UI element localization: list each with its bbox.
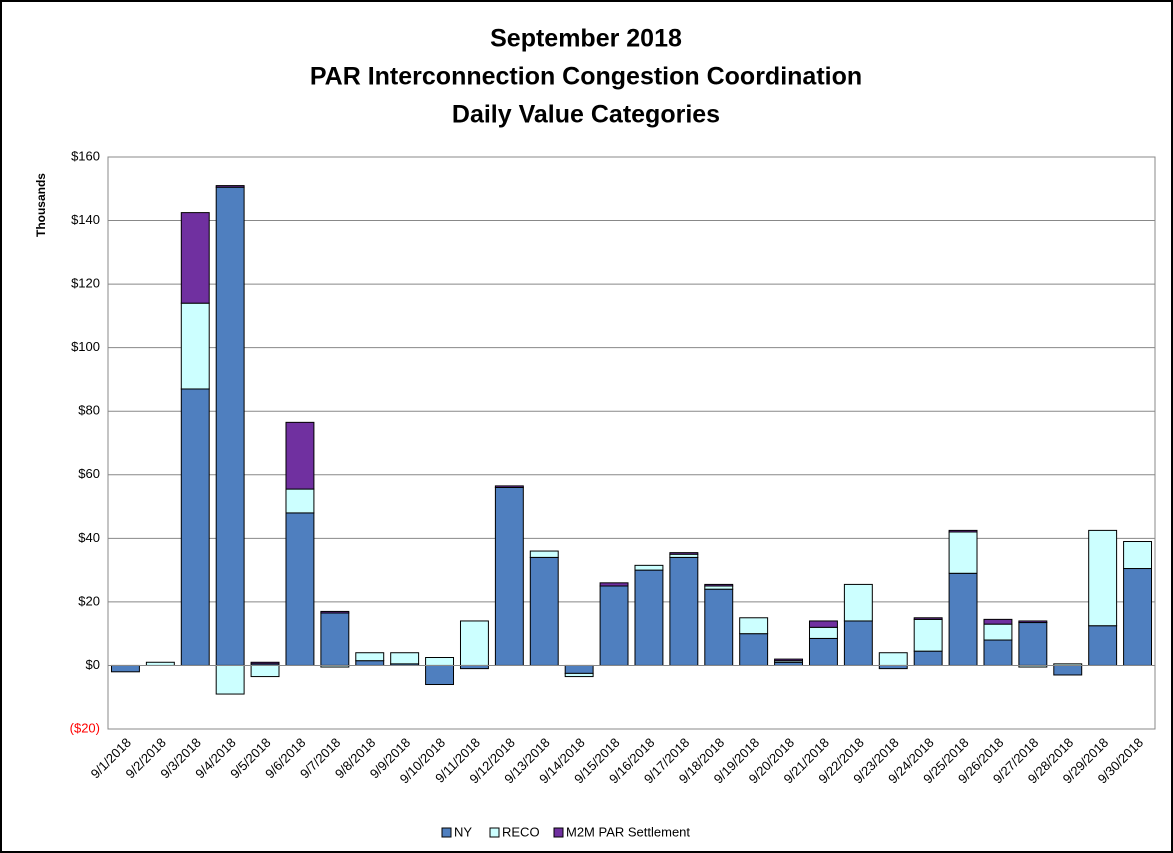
bar-segment (983, 639, 1013, 666)
bar-segment (1018, 620, 1048, 624)
bar-segment (320, 612, 350, 666)
y-tick-label: $100 (71, 339, 100, 354)
bar-segment (285, 512, 315, 666)
legend-label: NY (454, 824, 472, 839)
bar-segment (494, 486, 524, 666)
y-tick-label: $0 (86, 657, 100, 672)
chart-title: PAR Interconnection Congestion Coordinat… (310, 63, 862, 91)
bar-segment (983, 618, 1013, 625)
bar-segment (1088, 529, 1118, 627)
chart-title: September 2018 (490, 25, 682, 53)
bar-segment (843, 583, 873, 622)
y-tick-label: $20 (78, 593, 100, 608)
y-tick-label: $120 (71, 276, 100, 291)
bar-segment (355, 652, 385, 662)
bar-segment (529, 556, 559, 666)
bar-segment (913, 618, 943, 652)
bar-segment (634, 564, 664, 571)
bar-segment (808, 637, 838, 666)
chart-title: Daily Value Categories (452, 101, 720, 129)
bar-segment (1088, 625, 1118, 666)
bar-segment (739, 617, 769, 635)
legend-swatch (441, 827, 452, 838)
y-tick-label: $140 (71, 212, 100, 227)
bar-segment (180, 212, 210, 304)
bar-segment (215, 664, 245, 695)
bar-segment (739, 633, 769, 666)
bar-segment (1018, 622, 1048, 666)
y-tick-label: $60 (78, 466, 100, 481)
bar-segment (250, 664, 280, 678)
bar-segment (494, 485, 524, 488)
bar-segment (285, 421, 315, 490)
y-tick-label: $80 (78, 403, 100, 418)
bar-segment (983, 623, 1013, 641)
bar-segment (808, 620, 838, 628)
legend-label: RECO (502, 824, 540, 839)
bar-segment (459, 620, 489, 666)
bar-segment (564, 664, 594, 674)
legend-swatch (553, 827, 564, 838)
y-tick-label: $40 (78, 530, 100, 545)
y-tick-label: ($20) (70, 720, 100, 735)
bar-segment (425, 657, 455, 666)
bar-segment (425, 664, 455, 686)
bar-segment (843, 620, 873, 666)
bar-segment (913, 617, 943, 620)
bar-segment (948, 529, 978, 533)
bar-segment (878, 652, 908, 666)
legend-label: M2M PAR Settlement (566, 824, 690, 839)
bar-segment (390, 652, 420, 665)
bar-segment (704, 583, 734, 587)
bar-segment (564, 672, 594, 678)
bar-segment (110, 664, 140, 673)
bar-segment (320, 610, 350, 614)
bar-segment (215, 185, 245, 188)
bar-segment (948, 572, 978, 666)
legend-swatch (489, 827, 500, 838)
bar-segment (704, 588, 734, 666)
bar-segment (180, 388, 210, 666)
bar-segment (948, 531, 978, 574)
bar-segment (355, 660, 385, 666)
bar-segment (529, 550, 559, 558)
bar-segment (913, 650, 943, 666)
bar-segment (285, 488, 315, 514)
bar-segment (599, 585, 629, 666)
bar-segment (1123, 568, 1153, 666)
bar-segment (634, 569, 664, 666)
y-tick-label: $160 (71, 148, 100, 163)
y-axis-label: Thousands (34, 173, 48, 237)
bar-segment (1123, 541, 1153, 570)
bar-segment (215, 186, 245, 666)
bar-segment (774, 658, 804, 662)
bar-segment (599, 582, 629, 587)
bar-segment (250, 661, 280, 665)
bar-segment (1053, 664, 1083, 676)
bar-segment (808, 626, 838, 639)
bar-segment (669, 552, 699, 555)
bar-segment (669, 556, 699, 666)
bar-segment (180, 302, 210, 390)
